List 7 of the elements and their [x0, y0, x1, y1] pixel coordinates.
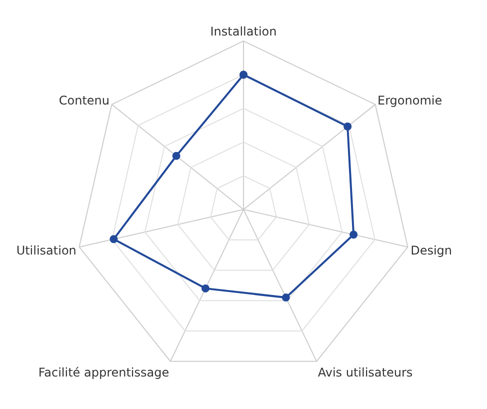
spoke-label: Contenu	[58, 93, 110, 108]
spoke-label: Design	[410, 243, 452, 258]
spoke-label: Ergonomie	[378, 93, 442, 108]
spoke-label: Utilisation	[16, 243, 76, 258]
spoke-label: Installation	[210, 24, 277, 39]
spoke-label: Avis utilisateurs	[318, 366, 413, 380]
spoke-label: Facilité apprentissage	[38, 366, 170, 380]
